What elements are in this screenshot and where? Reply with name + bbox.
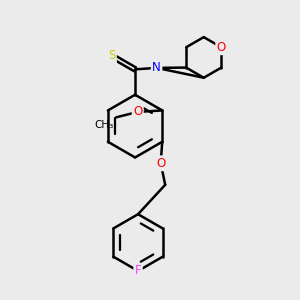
- Text: O: O: [133, 105, 142, 119]
- Text: O: O: [217, 41, 226, 54]
- Text: S: S: [108, 50, 116, 62]
- Text: CH₃: CH₃: [94, 120, 114, 130]
- Text: F: F: [135, 264, 141, 278]
- Text: N: N: [152, 61, 161, 74]
- Text: O: O: [156, 157, 165, 170]
